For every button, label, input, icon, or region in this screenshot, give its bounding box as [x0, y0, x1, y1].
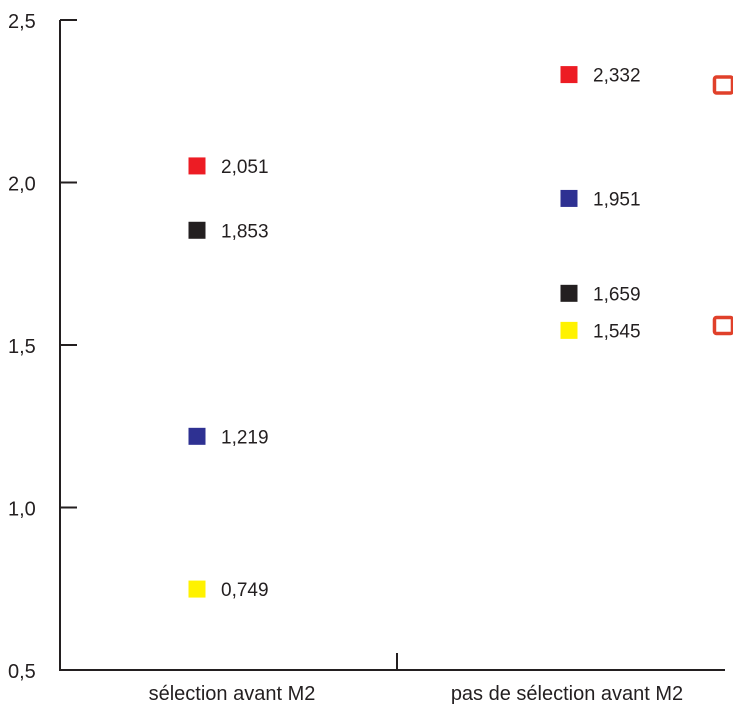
data-point-marker	[560, 66, 578, 84]
data-points: 2,051 1,853 1,219 0,749 2,332 1,951 1,659 1,545	[188, 66, 733, 601]
y-tick-label: 2,5	[8, 11, 36, 33]
data-point-marker	[188, 427, 206, 445]
y-tick-label: 1,0	[8, 499, 36, 521]
y-ticks: 0,5 1,0 1,5 2,0 2,5	[8, 11, 77, 683]
data-point-hollow-marker	[712, 75, 733, 95]
y-tick-label: 2,0	[8, 174, 36, 196]
x-category-label: sélection avant M2	[149, 683, 316, 705]
data-point-hollow-marker	[712, 315, 733, 336]
data-point-label: 2,051	[221, 157, 269, 178]
data-point-marker	[188, 580, 206, 598]
x-category-label: pas de sélection avant M2	[451, 683, 683, 705]
data-point-label: 1,219	[221, 427, 269, 448]
data-point-marker	[560, 189, 578, 207]
data-point-label: 1,545	[593, 321, 641, 342]
data-point-marker	[188, 157, 206, 175]
category-labels: sélection avant M2 pas de sélection avant…	[149, 683, 684, 705]
data-point-label: 1,853	[221, 221, 269, 242]
data-point-label: 0,749	[221, 580, 269, 601]
data-point-marker	[560, 284, 578, 302]
data-point-label: 1,951	[593, 189, 641, 210]
data-point-marker	[560, 321, 578, 339]
axes	[59, 20, 725, 671]
y-tick-label: 0,5	[8, 661, 36, 683]
data-point-marker	[188, 221, 206, 239]
data-point-label: 2,332	[593, 66, 641, 87]
data-point-label: 1,659	[593, 284, 641, 305]
y-tick-label: 1,5	[8, 336, 36, 358]
